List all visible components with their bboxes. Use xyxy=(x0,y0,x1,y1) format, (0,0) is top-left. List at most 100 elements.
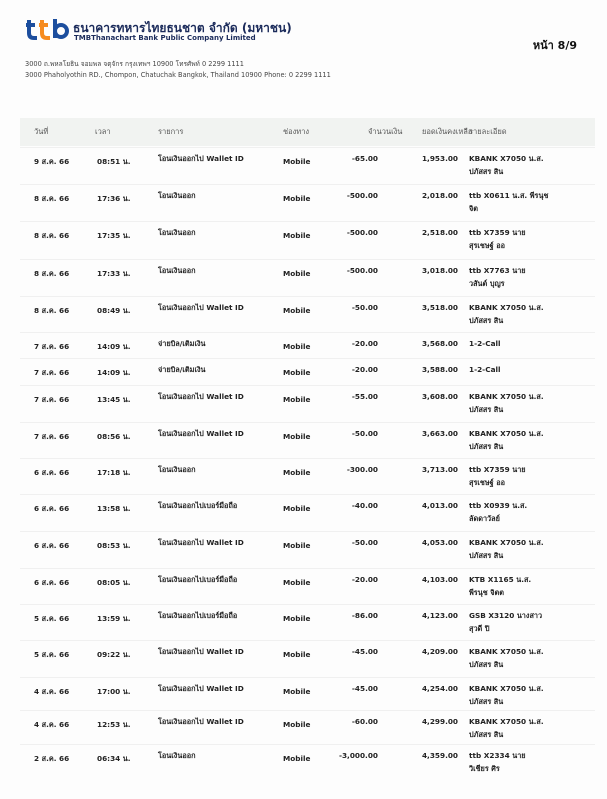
cell-balance: 4,254.00 xyxy=(421,684,458,693)
cell-time: 08:56 น. xyxy=(97,432,131,441)
row-divider xyxy=(20,604,595,605)
cell-description: โอนเงินออกไปเบอร์มือถือ xyxy=(158,611,238,620)
cell-time: 17:36 น. xyxy=(97,194,131,203)
cell-time: 08:53 น. xyxy=(97,541,131,550)
cell-balance: 4,299.00 xyxy=(421,717,458,726)
cell-amount: -45.00 xyxy=(351,684,378,693)
cell-detail-line-2: ปภัสสร สิน xyxy=(469,551,504,560)
cell-time: 08:51 น. xyxy=(97,157,131,166)
cell-time: 17:18 น. xyxy=(97,468,131,477)
cell-channel: Mobile xyxy=(283,578,311,587)
cell-description: โอนเงินออกไป Wallet ID xyxy=(158,154,244,163)
cell-date: 6 ส.ค. 66 xyxy=(34,541,70,550)
cell-date: 5 ส.ค. 66 xyxy=(34,650,70,659)
cell-detail-line-2: สุวดี ปิ xyxy=(469,624,490,633)
cell-description: โอนเงินออกไป Wallet ID xyxy=(158,392,244,401)
bank-name-english: TMBThanachart Bank Public Company Limite… xyxy=(74,34,256,42)
cell-channel: Mobile xyxy=(283,368,311,377)
cell-detail-line-1: KTB X1165 น.ส. xyxy=(469,575,532,584)
cell-detail-line-1: KBANK X7050 น.ส. xyxy=(469,684,544,693)
row-divider xyxy=(20,677,595,678)
address-english: 3000 Phaholyothin RD., Chompon, Chatucha… xyxy=(25,71,331,79)
cell-detail-line-1: ttb X7763 นาย xyxy=(469,266,526,275)
cell-amount: -55.00 xyxy=(351,392,378,401)
cell-amount: -40.00 xyxy=(351,501,378,510)
cell-description: โอนเงินออก xyxy=(158,751,196,760)
cell-amount: -20.00 xyxy=(351,339,378,348)
cell-time: 17:35 น. xyxy=(97,231,131,240)
cell-amount: -60.00 xyxy=(351,717,378,726)
cell-amount: -86.00 xyxy=(351,611,378,620)
cell-balance: 3,568.00 xyxy=(421,339,458,348)
cell-detail-line-1: KBANK X7050 น.ส. xyxy=(469,538,544,547)
cell-amount: -500.00 xyxy=(346,191,378,200)
cell-date: 4 ส.ค. 66 xyxy=(34,687,70,696)
cell-detail-line-1: KBANK X7050 น.ส. xyxy=(469,717,544,726)
cell-detail-line-2: สุรเชษฐ์ ออ xyxy=(469,478,505,487)
cell-amount: -50.00 xyxy=(351,303,378,312)
cell-detail-line-2: ปภัสสร สิน xyxy=(469,697,504,706)
cell-channel: Mobile xyxy=(283,342,311,351)
cell-description: โอนเงินออกไป Wallet ID xyxy=(158,429,244,438)
cell-balance: 2,018.00 xyxy=(421,191,458,200)
cell-channel: Mobile xyxy=(283,614,311,623)
cell-channel: Mobile xyxy=(283,306,311,315)
cell-amount: -3,000.00 xyxy=(338,751,378,760)
cell-description: โอนเงินออก xyxy=(158,228,196,237)
cell-channel: Mobile xyxy=(283,395,311,404)
cell-detail-line-1: ttb X2334 นาย xyxy=(469,751,526,760)
cell-channel: Mobile xyxy=(283,269,311,278)
cell-date: 5 ส.ค. 66 xyxy=(34,614,70,623)
cell-time: 13:45 น. xyxy=(97,395,131,404)
row-divider xyxy=(20,147,595,148)
cell-balance: 2,518.00 xyxy=(421,228,458,237)
cell-time: 12:53 น. xyxy=(97,720,131,729)
cell-balance: 3,713.00 xyxy=(421,465,458,474)
cell-description: จ่ายบิล/เติมเงิน xyxy=(158,339,206,348)
row-divider xyxy=(20,358,595,359)
cell-detail-line-1: 1-2-Call xyxy=(469,339,501,348)
cell-channel: Mobile xyxy=(283,541,311,550)
row-divider xyxy=(20,385,595,386)
cell-detail-line-1: KBANK X7050 น.ส. xyxy=(469,303,544,312)
cell-detail-line-1: GSB X3120 นางสาว xyxy=(469,611,543,620)
bank-name-thai: ธนาคารทหารไทยธนชาต จำกัด (มหาชน) xyxy=(73,21,292,35)
cell-channel: Mobile xyxy=(283,157,311,166)
cell-date: 2 ส.ค. 66 xyxy=(34,754,70,763)
cell-time: 08:49 น. xyxy=(97,306,131,315)
cell-detail-line-2: วิเชียร ศิร xyxy=(469,764,500,773)
cell-detail-line-1: ttb X7359 นาย xyxy=(469,465,526,474)
cell-amount: -20.00 xyxy=(351,365,378,374)
cell-channel: Mobile xyxy=(283,468,311,477)
row-divider xyxy=(20,494,595,495)
cell-detail-line-2: ปภัสสร สิน xyxy=(469,442,504,451)
table-header-band xyxy=(20,118,595,146)
cell-time: 14:09 น. xyxy=(97,342,131,351)
cell-description: โอนเงินออกไป Wallet ID xyxy=(158,303,244,312)
col-header-detail: รายละเอียด xyxy=(469,127,507,136)
row-divider xyxy=(20,296,595,297)
cell-detail-line-2: ปภัสสร สิน xyxy=(469,405,504,414)
cell-date: 6 ส.ค. 66 xyxy=(34,578,70,587)
cell-description: โอนเงินออก xyxy=(158,266,196,275)
cell-description: โอนเงินออกไป Wallet ID xyxy=(158,647,244,656)
cell-amount: -300.00 xyxy=(346,465,378,474)
cell-time: 14:09 น. xyxy=(97,368,131,377)
cell-detail-line-1: KBANK X7050 น.ส. xyxy=(469,647,544,656)
col-header-balance: ยอดเงินคงเหลือ xyxy=(422,127,473,136)
cell-detail-line-1: KBANK X7050 น.ส. xyxy=(469,154,544,163)
cell-date: 8 ส.ค. 66 xyxy=(34,231,70,240)
cell-channel: Mobile xyxy=(283,687,311,696)
cell-balance: 3,663.00 xyxy=(421,429,458,438)
ttb-logo-icon xyxy=(26,19,69,40)
cell-detail-line-2: พีรนุช จิตต xyxy=(469,588,504,597)
col-header-amount: จำนวนเงิน xyxy=(368,127,403,136)
cell-amount: -50.00 xyxy=(351,429,378,438)
cell-date: 8 ส.ค. 66 xyxy=(34,194,70,203)
page-number: หน้า 8/9 xyxy=(532,39,577,52)
address-thai: 3000 ถ.พหลโยธิน จอมพล จตุจักร กรุงเทพฯ 1… xyxy=(25,60,244,68)
cell-date: 7 ส.ค. 66 xyxy=(34,395,70,404)
cell-date: 8 ส.ค. 66 xyxy=(34,269,70,278)
cell-detail-line-1: ttb X0611 น.ส. พีรนุช xyxy=(469,191,549,200)
